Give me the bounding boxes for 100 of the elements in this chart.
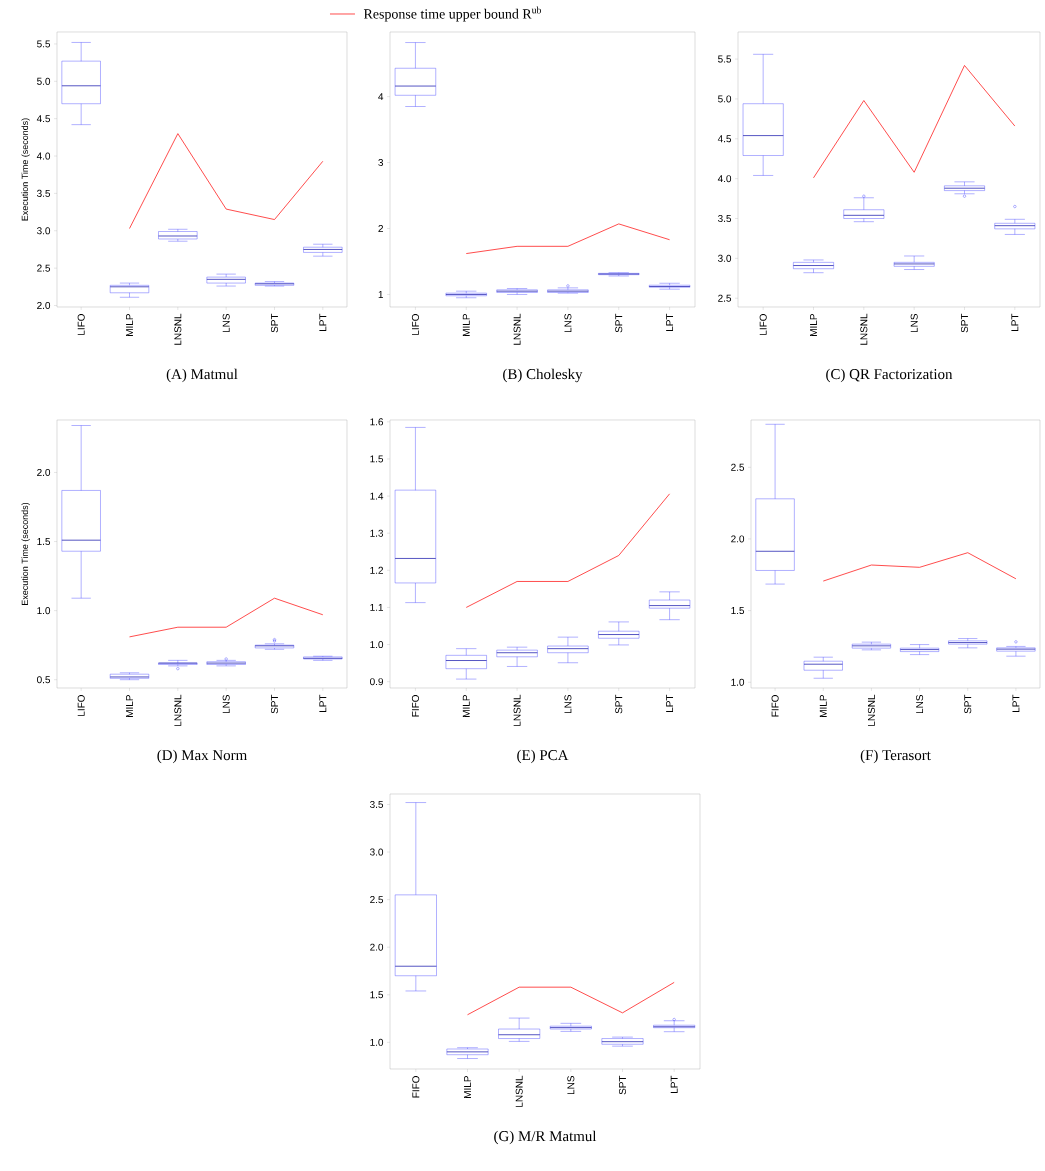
y-tick-label: 5.0 bbox=[37, 77, 51, 85]
x-tick-label: MILP bbox=[462, 695, 470, 717]
x-tick-label: LNS bbox=[916, 694, 924, 714]
x-tick-label: LNS bbox=[910, 313, 918, 333]
y-tick-label: 0.9 bbox=[370, 678, 384, 686]
line-series bbox=[813, 65, 1016, 179]
y-tick-label: 3.5 bbox=[37, 189, 51, 197]
y-tick-label: 3.0 bbox=[718, 254, 732, 262]
y-tick-label: 1.5 bbox=[37, 538, 51, 546]
x-tick-label: LPT bbox=[666, 313, 674, 331]
line-series bbox=[129, 133, 324, 229]
text: (D) Max Norm bbox=[157, 749, 247, 764]
x-tick-label: LPT bbox=[319, 694, 327, 712]
y-tick-label: 1.0 bbox=[370, 1038, 384, 1046]
y-tick-label: 1.4 bbox=[370, 492, 384, 500]
line-series bbox=[465, 223, 670, 254]
x-tick-label: SPT bbox=[960, 313, 969, 333]
y-tick-label: 1.6 bbox=[370, 418, 384, 426]
x-tick-label: FIFO bbox=[412, 1075, 420, 1098]
y-tick-label: 3 bbox=[378, 159, 384, 167]
text: (C) QR Factorization bbox=[826, 368, 953, 383]
y-tick-label: 2.5 bbox=[731, 463, 745, 471]
x-tick-label: SPT bbox=[615, 313, 623, 333]
y-tick-label: 2.5 bbox=[370, 896, 384, 904]
y-tick-label: 4.5 bbox=[36, 115, 51, 123]
y-tick-label: 5.0 bbox=[718, 95, 732, 103]
y-tick-label: 2.0 bbox=[370, 943, 384, 951]
text: (B) Cholesky bbox=[503, 368, 583, 383]
x-tick-label: LPT bbox=[1011, 313, 1019, 331]
line-series bbox=[822, 552, 1017, 582]
x-tick-label: SPT bbox=[270, 313, 279, 333]
x-tick-label: SPT bbox=[964, 694, 972, 714]
y-tick-label: 3.5 bbox=[370, 800, 384, 808]
y-tick-label: 4.5 bbox=[717, 135, 732, 143]
y-tick-label: 2.5 bbox=[37, 264, 51, 272]
x-tick-label: LNS bbox=[564, 694, 572, 714]
x-tick-label: SPT bbox=[615, 694, 623, 714]
y-tick-label: 1.3 bbox=[370, 529, 384, 537]
y-tick-label: 2.5 bbox=[718, 294, 732, 302]
x-tick-label: LNSNL bbox=[515, 1075, 523, 1107]
x-tick-label: MILP bbox=[126, 314, 133, 336]
x-tick-label: LNS bbox=[222, 694, 230, 714]
y-tick-label: 1 bbox=[378, 291, 383, 298]
y-tick-label: 2.0 bbox=[731, 535, 745, 543]
x-tick-label: FIFO bbox=[411, 694, 419, 717]
y-tick-label: 1.5 bbox=[370, 991, 384, 999]
x-tick-label: MILP bbox=[464, 1076, 471, 1098]
x-tick-label: LNSNL bbox=[860, 313, 868, 345]
y-tick-label: 1.5 bbox=[370, 455, 384, 463]
text: (G) M/R Matmul bbox=[494, 1130, 597, 1145]
line-series bbox=[467, 982, 675, 1016]
y-axis-title: Execution Time (seconds) bbox=[21, 502, 30, 605]
x-tick-label: LPT bbox=[670, 1075, 678, 1093]
x-tick-label: LNSNL bbox=[513, 313, 521, 345]
text: (A) Matmul bbox=[166, 368, 238, 383]
y-tick-label: 4.0 bbox=[36, 152, 51, 160]
text: (F) Terasort bbox=[860, 749, 931, 764]
x-tick-label: LNS bbox=[222, 313, 230, 333]
x-tick-label: LPT bbox=[666, 694, 674, 712]
x-tick-label: LNSNL bbox=[174, 694, 182, 726]
x-tick-label: MILP bbox=[126, 695, 133, 717]
line-series bbox=[465, 493, 670, 608]
y-tick-label: 0.5 bbox=[37, 676, 51, 684]
x-tick-label: FIFO bbox=[771, 694, 779, 717]
y-tick-label: 5.5 bbox=[718, 55, 732, 63]
x-tick-label: LNS bbox=[567, 1075, 575, 1095]
y-tick-label: 1.1 bbox=[370, 604, 383, 611]
x-tick-label: LNSNL bbox=[174, 313, 182, 345]
x-tick-label: LNSNL bbox=[513, 694, 521, 726]
x-tick-label: LIFO bbox=[411, 313, 419, 335]
x-tick-label: MILP bbox=[810, 314, 817, 336]
y-tick-label: 5.5 bbox=[37, 40, 51, 48]
y-axis-title: Execution Time (seconds) bbox=[21, 118, 30, 221]
y-tick-label: 1.0 bbox=[37, 607, 51, 615]
line-series bbox=[129, 597, 324, 638]
x-tick-label: LPT bbox=[1012, 694, 1020, 712]
x-tick-label: LIFO bbox=[759, 313, 767, 335]
y-tick-label: 4.0 bbox=[717, 175, 732, 183]
x-tick-label: LNSNL bbox=[867, 694, 875, 726]
x-tick-label: SPT bbox=[270, 694, 279, 714]
y-tick-label: 2.0 bbox=[37, 301, 51, 310]
x-tick-label: LIFO bbox=[77, 694, 85, 716]
text: (E) PCA bbox=[517, 749, 569, 764]
x-tick-label: SPT bbox=[618, 1075, 627, 1095]
y-tick-label: 3.5 bbox=[718, 214, 732, 223]
y-tick-label: 3.0 bbox=[37, 227, 51, 235]
y-tick-label: 1.2 bbox=[370, 566, 383, 574]
x-tick-label: LPT bbox=[319, 313, 327, 331]
y-tick-label: 1.5 bbox=[731, 607, 745, 615]
y-tick-label: 2.0 bbox=[37, 468, 51, 477]
x-tick-label: MILP bbox=[462, 314, 470, 336]
x-tick-label: LIFO bbox=[77, 313, 85, 335]
y-tick-label: 1.0 bbox=[370, 641, 384, 649]
x-tick-label: LNS bbox=[564, 313, 572, 333]
x-tick-label: MILP bbox=[819, 695, 827, 717]
y-tick-label: 1.0 bbox=[731, 678, 745, 686]
y-tick-label: 4 bbox=[378, 93, 384, 101]
y-tick-label: 2 bbox=[378, 225, 383, 232]
legend-label: Response time upper bound R$^{ub}$ bbox=[363, 6, 542, 22]
y-tick-label: 3.0 bbox=[370, 848, 384, 856]
